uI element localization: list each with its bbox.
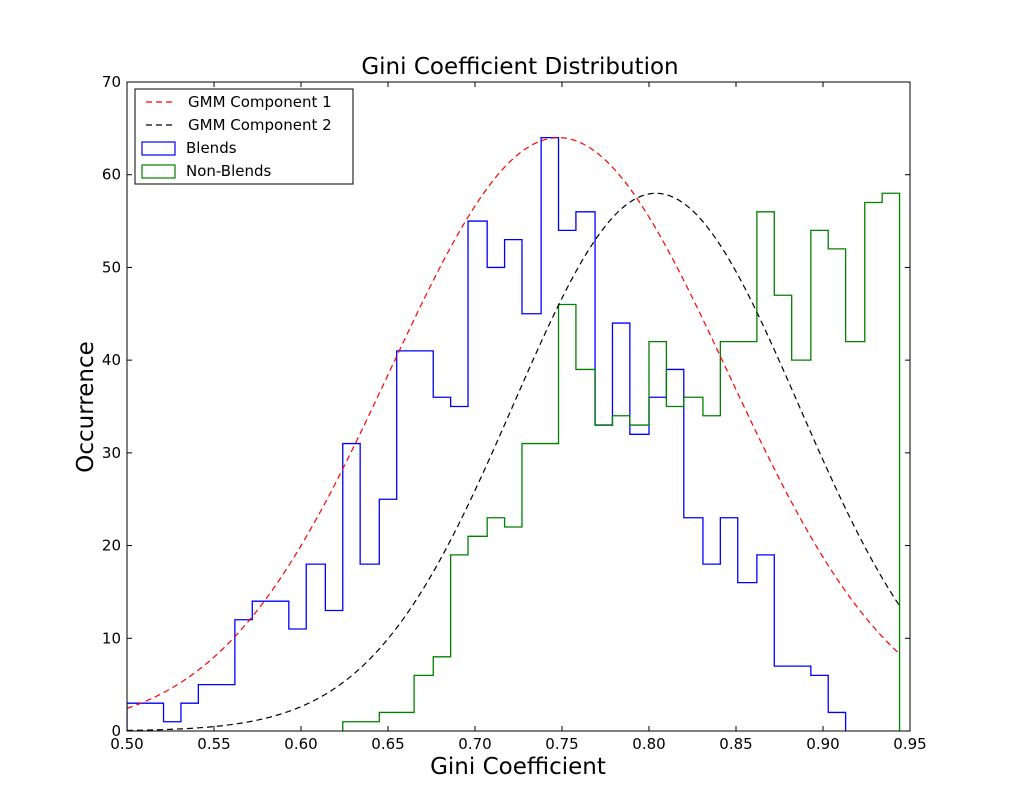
y-tick-label: 60 (102, 166, 121, 184)
x-tick-label: 0.80 (632, 735, 665, 753)
histogram-non-blends (342, 192, 901, 731)
legend-swatch-non-blends (141, 164, 176, 179)
y-axis-label: Occurrence (73, 341, 99, 473)
legend: GMM Component 1 GMM Component 2 Blends Non-… (134, 88, 354, 185)
plot-frame (126, 81, 911, 732)
legend-box (134, 88, 354, 185)
x-tick-label: 0.60 (284, 735, 317, 753)
x-tick-label: 0.90 (806, 735, 839, 753)
y-tick-label: 50 (102, 258, 121, 276)
x-tick-label: 0.70 (458, 735, 491, 753)
x-tick-label: 0.75 (545, 735, 578, 753)
x-tick-label: 0.95 (893, 735, 926, 753)
legend-label-gmm-component-1: GMM Component 1 (188, 93, 332, 111)
x-tick-label: 0.85 (719, 735, 752, 753)
curve-gmm-component-1 (127, 137, 900, 709)
series-layer (127, 136, 901, 731)
chart-title: Gini Coefficient Distribution (361, 54, 678, 80)
x-axis: 0.50 0.55 0.60 0.65 0.70 0.75 0.80 0.85 0.90 0.95 (110, 82, 927, 753)
y-tick-label: 0 (111, 722, 121, 740)
y-axis: 0 10 20 30 40 50 60 70 (102, 73, 910, 740)
legend-label-non-blends: Non-Blends (186, 162, 271, 180)
y-tick-label: 70 (102, 73, 121, 91)
x-tick-label: 0.50 (110, 735, 143, 753)
legend-label-blends: Blends (186, 139, 237, 157)
y-tick-label: 40 (102, 351, 121, 369)
x-axis-label: Gini Coefficient (430, 754, 606, 780)
curve-gmm-component-2 (127, 192, 901, 731)
plot-area (126, 81, 911, 732)
x-tick-label: 0.55 (197, 735, 230, 753)
legend-label-gmm-component-2: GMM Component 2 (188, 116, 332, 134)
y-tick-label: 10 (102, 629, 121, 647)
x-tick-label: 0.65 (371, 735, 404, 753)
legend-swatch-blends (141, 141, 176, 156)
histogram-blends (127, 136, 847, 731)
y-tick-label: 30 (102, 444, 121, 462)
y-tick-label: 20 (102, 537, 121, 555)
